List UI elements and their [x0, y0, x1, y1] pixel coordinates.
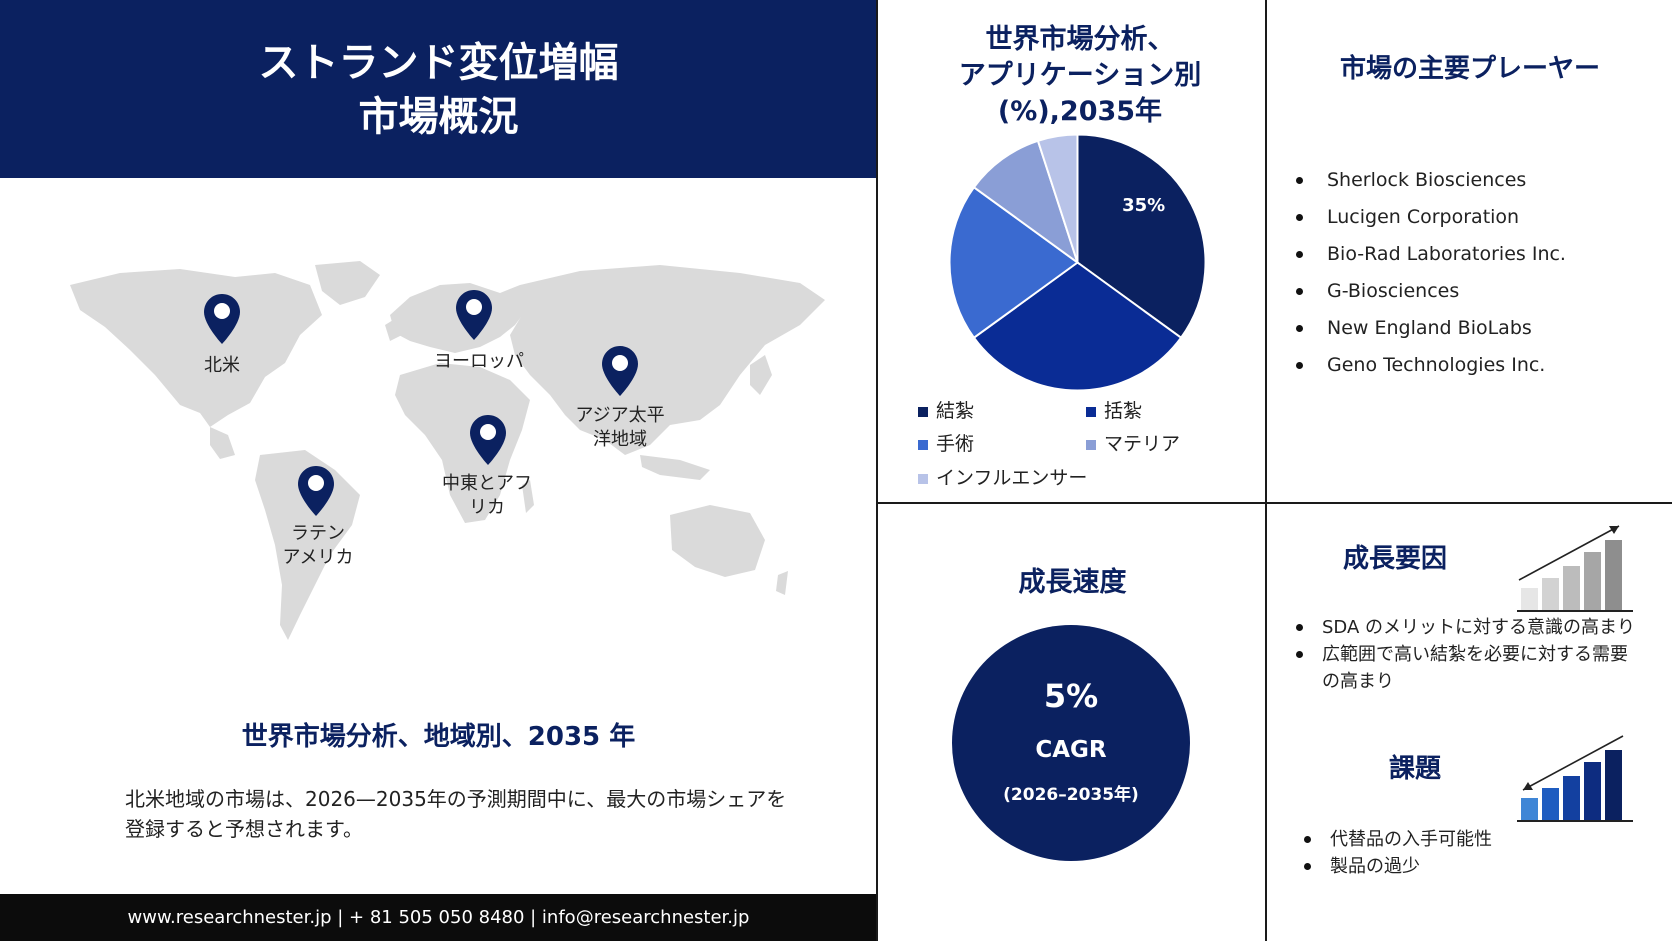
pie-slice	[972, 139, 1080, 266]
divider	[876, 502, 1672, 504]
page-title: ストランド変位増幅 市場概況	[0, 0, 877, 178]
bullet-icon	[1296, 651, 1303, 658]
driver-item-text: SDA のメリットに対する意識の高まり	[1322, 617, 1636, 638]
driver-item: 広範囲で高い結紮を必要に対する需要の高まり	[1290, 641, 1640, 695]
map-pin-icon	[204, 294, 240, 344]
challenge-item: 代替品の入手可能性	[1298, 826, 1618, 853]
title-line-2: 市場概況	[358, 94, 519, 140]
legend-item: 手術	[918, 429, 974, 456]
divider	[876, 0, 878, 941]
title-line-1: ストランド変位増幅	[258, 40, 619, 86]
player-name: New England BioLabs	[1327, 317, 1532, 339]
cagr-period: (2026–2035年)	[1003, 785, 1139, 805]
pie-chart: 35%	[948, 133, 1207, 392]
region-label-latin-america: ラテン アメリカ	[282, 523, 354, 568]
bullet-icon	[1296, 214, 1303, 221]
legend-swatch	[918, 406, 928, 417]
pie-slice	[1036, 133, 1079, 263]
legend-item: マテリア	[1086, 429, 1180, 456]
region-label-mea: 中東とアフ リカ	[442, 473, 532, 518]
bullet-icon	[1296, 362, 1303, 369]
legend-swatch	[1086, 439, 1096, 450]
challenge-item-text: 製品の過少	[1330, 856, 1420, 877]
cagr-value: 5%	[1043, 677, 1099, 715]
player-item: Sherlock Biosciences	[1296, 165, 1656, 202]
driver-item: SDA のメリットに対する意識の高まり	[1290, 614, 1640, 641]
map-pin-icon	[456, 290, 492, 340]
cagr-label: CAGR	[1035, 737, 1107, 763]
legend-item: インフルエンサー	[918, 463, 1087, 490]
legend-item: 結紮	[918, 396, 974, 423]
challenge-item-text: 代替品の入手可能性	[1330, 829, 1492, 850]
challenge-item: 製品の過少	[1298, 853, 1618, 880]
legend-label: マテリア	[1104, 433, 1181, 455]
legend-swatch	[1086, 406, 1096, 417]
bullet-icon	[1304, 863, 1311, 870]
driver-item-text: 広範囲で高い結紮を必要に対する需要の高まり	[1322, 644, 1628, 692]
region-label-asia-pacific: アジア太平 洋地域	[575, 405, 665, 450]
players-list: Sherlock Biosciences Lucigen Corporation B…	[1296, 165, 1656, 387]
legend-label: 結紮	[936, 400, 975, 422]
legend-item: 括紮	[1086, 396, 1142, 423]
pie-slice	[1076, 133, 1207, 340]
player-name: Sherlock Biosciences	[1327, 169, 1527, 191]
bullet-icon	[1296, 624, 1303, 631]
pie-title-line-3: (%),2035年	[997, 96, 1163, 127]
drivers-list: SDA のメリットに対する意識の高まり広範囲で高い結紮を必要に対する需要の高まり	[1290, 614, 1640, 695]
map-pin-icon	[298, 466, 334, 516]
pie-title-line-2: アプリケーション別	[958, 60, 1202, 91]
regional-panel: ストランド変位増幅 市場概況	[0, 0, 877, 941]
challenge-bar-chart-icon	[1517, 735, 1633, 822]
region-label-europe: ヨーロッパ	[434, 351, 524, 372]
player-name: Geno Technologies Inc.	[1327, 354, 1546, 376]
contact-footer: www.researchnester.jp | + 81 505 050 848…	[0, 894, 877, 941]
player-item: G-Biosciences	[1296, 276, 1656, 313]
challenges-list: 代替品の入手可能性 製品の過少	[1298, 826, 1618, 880]
pie-slice	[972, 261, 1183, 392]
bullet-icon	[1296, 177, 1303, 184]
player-item: Geno Technologies Inc.	[1296, 350, 1656, 387]
regional-description: 北米地域の市場は、2026—2035年の予測期間中に、最大の市場シェアを登録する…	[125, 787, 787, 841]
legend-label: インフルエンサー	[936, 467, 1088, 489]
drivers-heading: 成長要因	[1342, 544, 1447, 574]
pie-title-line-1: 世界市場分析、	[985, 24, 1175, 55]
pie-slice	[948, 185, 1080, 340]
regional-heading: 世界市場分析、地域別、2035 年	[241, 722, 636, 752]
player-item: New England BioLabs	[1296, 313, 1656, 350]
pie-data-label: 35%	[1122, 195, 1165, 216]
legend-label: 手術	[936, 433, 975, 455]
map-pin-icon	[470, 415, 506, 465]
player-name: Lucigen Corporation	[1327, 206, 1520, 228]
legend-label: 括紮	[1104, 400, 1143, 422]
bullet-icon	[1296, 251, 1303, 258]
legend-swatch	[918, 473, 928, 484]
bullet-icon	[1296, 325, 1303, 332]
growth-bar-chart-icon	[1517, 525, 1633, 612]
pie-chart-title: 世界市場分析、 アプリケーション別 (%),2035年	[880, 22, 1280, 130]
cagr-circle: 5% CAGR (2026–2035年)	[952, 625, 1190, 861]
player-item: Bio-Rad Laboratories Inc.	[1296, 239, 1656, 276]
player-name: G-Biosciences	[1327, 280, 1460, 302]
player-item: Lucigen Corporation	[1296, 202, 1656, 239]
bullet-icon	[1296, 288, 1303, 295]
map-pin-icon	[602, 346, 638, 396]
player-name: Bio-Rad Laboratories Inc.	[1327, 243, 1566, 265]
region-label-north-america: 北米	[204, 355, 240, 376]
divider	[1265, 0, 1267, 941]
growth-rate-heading: 成長速度	[1018, 567, 1127, 598]
players-heading: 市場の主要プレーヤー	[1339, 54, 1600, 84]
bullet-icon	[1304, 836, 1311, 843]
legend-swatch	[918, 439, 928, 450]
challenges-heading: 課題	[1388, 754, 1441, 784]
